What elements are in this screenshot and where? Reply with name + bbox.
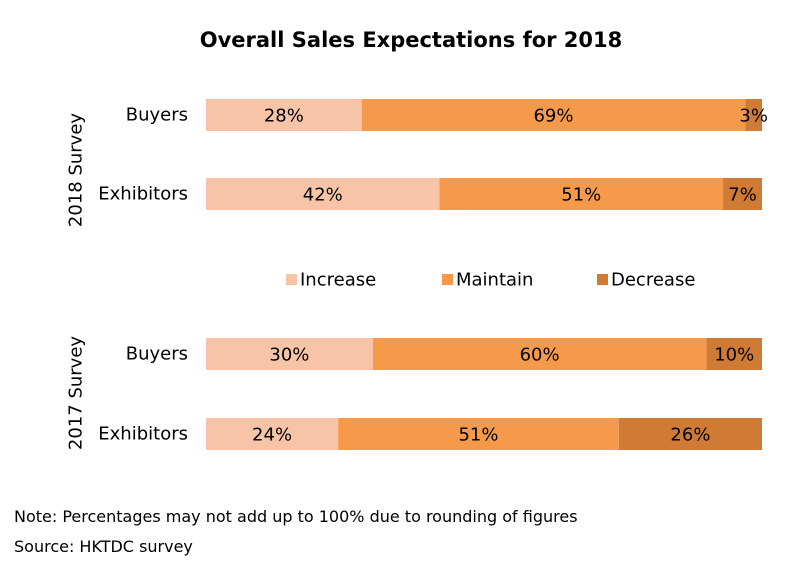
bar-segment-maintain xyxy=(372,338,707,370)
bar-segment-increase xyxy=(206,338,373,370)
data-label: 28% xyxy=(264,106,304,127)
legend-label: Maintain xyxy=(456,270,533,291)
data-label: 26% xyxy=(670,425,710,446)
bar-segment-increase xyxy=(206,418,339,450)
data-label: 24% xyxy=(252,425,292,446)
data-label: 3% xyxy=(739,106,768,127)
data-label: 60% xyxy=(520,345,560,366)
bar-segment-maintain xyxy=(361,99,746,131)
bar-segment-increase xyxy=(206,178,440,210)
category-label: Buyers xyxy=(126,105,188,126)
bar-segment-decrease xyxy=(745,99,762,131)
legend-swatch-increase xyxy=(286,274,297,285)
legend-swatch-decrease xyxy=(597,274,608,285)
legend-label: Decrease xyxy=(611,270,695,291)
category-label: Buyers xyxy=(126,344,188,365)
legend-swatch-maintain xyxy=(442,274,453,285)
group-label: 2018 Survey xyxy=(66,113,87,227)
source-text: Source: HKTDC survey xyxy=(14,537,193,556)
category-label: Exhibitors xyxy=(98,184,188,205)
bar-segment-maintain xyxy=(439,178,724,210)
bar-segment-decrease xyxy=(706,338,762,370)
bar-segment-increase xyxy=(206,99,362,131)
data-label: 10% xyxy=(714,345,754,366)
category-label: Exhibitors xyxy=(98,424,188,445)
data-label: 51% xyxy=(561,185,601,206)
stacked-bar-chart: Overall Sales Expectations for 2018 2018… xyxy=(66,28,768,450)
data-label: 7% xyxy=(728,185,757,206)
note-text: Note: Percentages may not add up to 100%… xyxy=(14,507,578,526)
bar-segment-maintain xyxy=(338,418,619,450)
data-label: 69% xyxy=(533,106,573,127)
data-label: 30% xyxy=(269,345,309,366)
data-label: 42% xyxy=(303,185,343,206)
bar-segment-decrease xyxy=(618,418,762,450)
legend-label: Increase xyxy=(300,270,376,291)
legend: Increase Maintain Decrease xyxy=(286,270,695,291)
data-label: 51% xyxy=(458,425,498,446)
bars-layer: 2018 Survey Buyers 28% 69% 3% Exhibitors 42% 51… xyxy=(66,99,768,450)
group-label: 2017 Survey xyxy=(66,336,87,450)
chart-title: Overall Sales Expectations for 2018 xyxy=(200,28,623,52)
bar-segment-decrease xyxy=(723,178,762,210)
